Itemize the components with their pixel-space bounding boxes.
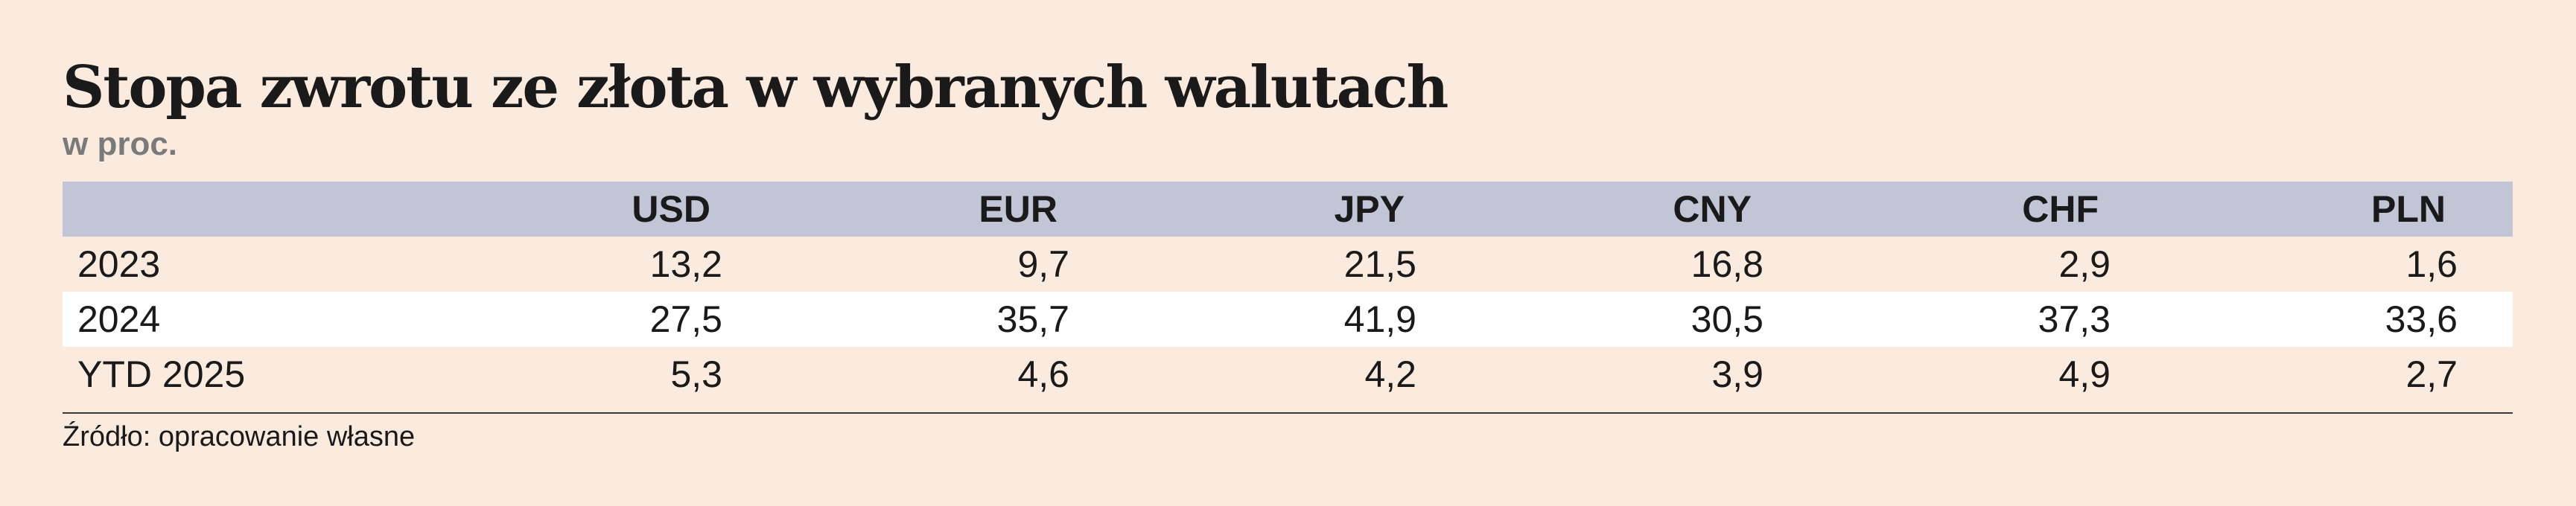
chart-title: Stopa zwrotu ze złota w wybranych waluta…: [63, 54, 1448, 121]
table-cell: 4,2: [1364, 353, 1416, 395]
table-cell: 13,2: [649, 243, 722, 285]
column-header-chf: CHF: [2022, 188, 2099, 230]
table-cell: 27,5: [649, 298, 722, 340]
table-cell: 5,3: [670, 353, 722, 395]
table-cell: 3,9: [1711, 353, 1764, 395]
row-label: 2024: [77, 298, 161, 340]
table-cell: 35,7: [996, 298, 1069, 340]
table-cell: 16,8: [1691, 243, 1764, 285]
table-cell: 41,9: [1343, 298, 1416, 340]
column-header-jpy: JPY: [1334, 188, 1405, 230]
table-cell: 33,6: [2385, 298, 2458, 340]
column-header-eur: EUR: [979, 188, 1058, 230]
returns-table: USD EUR JPY CNY CHF PLN 2023 13,2 9,7 21…: [63, 182, 2513, 402]
table-row-2023: 2023 13,2 9,7 21,5 16,8 2,9 1,6: [63, 237, 2513, 292]
table-cell: 37,3: [2038, 298, 2111, 340]
chart-subtitle: w proc.: [63, 126, 178, 162]
table-cell: 2,9: [2058, 243, 2111, 285]
bottom-divider: [63, 412, 2513, 414]
table-cell: 1,6: [2405, 243, 2458, 285]
table-cell: 4,9: [2058, 353, 2111, 395]
table-header-row: USD EUR JPY CNY CHF PLN: [63, 182, 2513, 237]
column-header-cny: CNY: [1673, 188, 1752, 230]
table-cell: 30,5: [1691, 298, 1764, 340]
table-cell: 4,6: [1017, 353, 1069, 395]
table-cell: 21,5: [1343, 243, 1416, 285]
table-cell: 9,7: [1017, 243, 1069, 285]
row-label: 2023: [77, 243, 161, 285]
table-row-2024: 2024 27,5 35,7 41,9 30,5 37,3 33,6: [63, 292, 2513, 347]
source-note: Źródło: opracowanie własne: [63, 421, 416, 452]
column-header-usd: USD: [632, 188, 710, 230]
row-label: YTD 2025: [77, 353, 246, 395]
table-row-ytd-2025: YTD 2025 5,3 4,6 4,2 3,9 4,9 2,7: [63, 347, 2513, 402]
column-header-pln: PLN: [2371, 188, 2446, 230]
table-cell: 2,7: [2405, 353, 2458, 395]
